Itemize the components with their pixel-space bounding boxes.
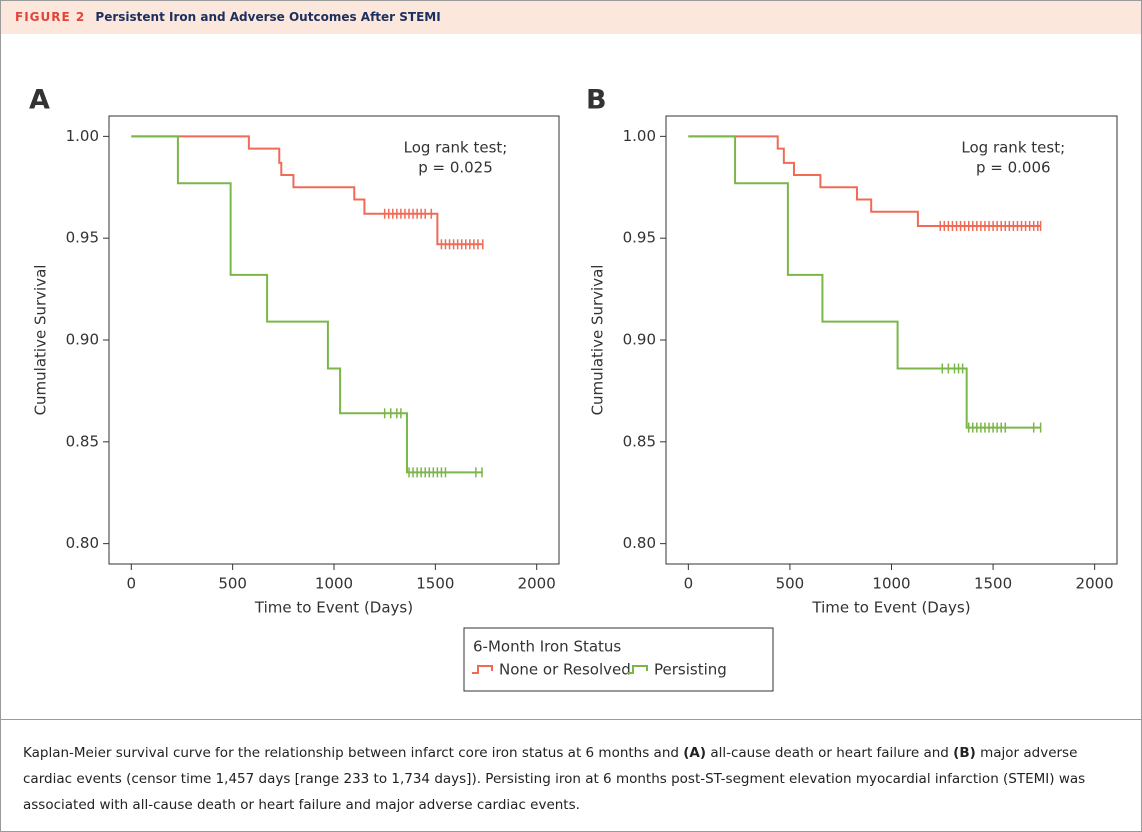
legend-icon [472, 665, 493, 674]
plot-frame [665, 115, 1118, 565]
panel-label: B [586, 85, 607, 116]
annotation: Log rank test; [961, 139, 1065, 157]
legend-entry: None or Resolved [499, 661, 631, 679]
caption-text: major adverse cardiac events (censor tim… [23, 745, 1086, 813]
x-tick-label: 2000 [1076, 575, 1114, 593]
legend-entry: Persisting [654, 661, 727, 679]
panel-label: A [29, 85, 50, 116]
x-tick-label: 500 [218, 575, 247, 593]
y-tick-label: 0.85 [623, 432, 656, 450]
y-tick-label: 0.90 [66, 331, 99, 349]
legend-box [463, 627, 774, 692]
caption-panel-ref: (A) [683, 745, 707, 761]
legend-icon [627, 665, 648, 674]
annotation: p = 0.025 [418, 159, 493, 177]
x-tick-label: 1500 [416, 575, 454, 593]
x-tick-label: 1000 [872, 575, 910, 593]
figure-header: FIGURE 2 Persistent Iron and Adverse Out… [1, 1, 1141, 34]
survival-curve [131, 135, 483, 474]
annotation: p = 0.006 [976, 159, 1051, 177]
y-tick-label: 0.80 [66, 534, 99, 552]
x-tick-label: 0 [684, 575, 694, 593]
y-tick-label: 0.95 [623, 229, 656, 247]
figure-label: FIGURE 2 [15, 10, 86, 24]
y-tick-label: 0.85 [66, 432, 99, 450]
y-tick-label: 0.90 [623, 331, 656, 349]
x-tick-label: 0 [127, 575, 137, 593]
x-tick-label: 2000 [518, 575, 556, 593]
x-axis-label: Time to Event (Days) [811, 599, 970, 617]
y-tick-label: 1.00 [66, 127, 99, 145]
y-axis-label: Cumulative Survival [589, 265, 607, 416]
survival-curve [688, 135, 1041, 429]
y-axis-label: Cumulative Survival [32, 265, 50, 416]
figure-title: Persistent Iron and Adverse Outcomes Aft… [95, 10, 441, 24]
x-tick-label: 500 [776, 575, 805, 593]
caption-panel-ref: (B) [953, 745, 976, 761]
annotation: Log rank test; [404, 139, 508, 157]
y-tick-label: 0.80 [623, 534, 656, 552]
charts: A 0.80 0.85 0.90 0.95 1.00 0 500 1000 1500 2000 Tim… [29, 85, 1118, 692]
y-tick-label: 0.95 [66, 229, 99, 247]
survival-curve [688, 135, 1041, 227]
legend-title: 6-Month Iron Status [473, 638, 621, 656]
x-tick-label: 1000 [315, 575, 353, 593]
caption-text: all-cause death or heart failure and [706, 745, 954, 761]
x-axis-label: Time to Event (Days) [254, 599, 413, 617]
plot-frame [108, 115, 560, 565]
caption-text: Kaplan-Meier survival curve for the rela… [23, 745, 684, 761]
caption: Kaplan-Meier survival curve for the rela… [1, 719, 1141, 831]
x-tick-label: 1500 [974, 575, 1012, 593]
y-tick-label: 1.00 [623, 127, 656, 145]
